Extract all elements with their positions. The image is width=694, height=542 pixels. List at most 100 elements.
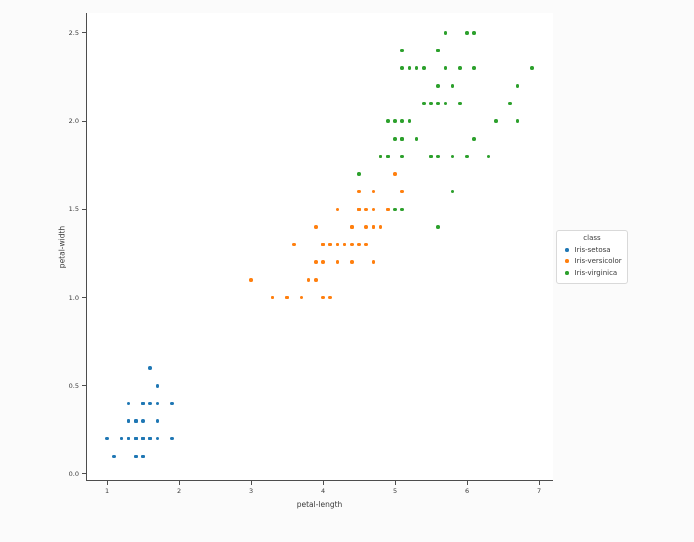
x-tick-label: 6 <box>464 487 470 495</box>
data-point <box>378 225 383 229</box>
data-point <box>148 436 153 441</box>
data-point <box>270 295 275 300</box>
data-point <box>371 225 376 229</box>
data-point <box>364 242 369 247</box>
x-tick-mark <box>250 481 252 485</box>
x-tick-label: 7 <box>536 487 542 495</box>
data-point <box>321 260 325 265</box>
data-point <box>400 119 405 123</box>
data-point <box>371 260 376 265</box>
legend-items: Iris-setosa Iris-versicolor Iris-virginica <box>561 244 623 279</box>
data-point <box>450 154 455 159</box>
data-point <box>112 454 117 459</box>
data-point <box>458 66 462 70</box>
data-point <box>350 225 354 229</box>
y-tick-mark <box>82 473 86 475</box>
data-point <box>530 66 534 70</box>
x-tick-mark <box>394 481 396 485</box>
data-point <box>299 295 304 300</box>
data-point <box>386 154 390 159</box>
data-point <box>386 119 390 123</box>
data-point <box>465 31 469 35</box>
x-tick-label: 5 <box>392 487 398 495</box>
data-point <box>386 207 390 212</box>
data-point <box>134 454 138 459</box>
data-point <box>515 119 520 123</box>
x-tick-label: 2 <box>176 487 182 495</box>
y-tick-label: 0.5 <box>68 381 79 390</box>
data-point <box>126 436 131 441</box>
data-point <box>141 454 145 459</box>
data-point <box>429 101 433 106</box>
x-tick-mark <box>106 481 108 485</box>
data-point <box>134 419 138 423</box>
data-point <box>436 84 441 88</box>
data-point <box>364 225 369 229</box>
x-axis-label: petal-length <box>296 500 343 509</box>
data-point <box>443 31 448 35</box>
data-point <box>486 154 491 159</box>
legend-marker-icon <box>565 259 569 264</box>
data-point <box>285 295 289 300</box>
y-axis-label: petal-width <box>57 225 67 269</box>
x-tick-label: 4 <box>320 487 326 495</box>
x-tick-label: 1 <box>104 487 110 495</box>
data-point <box>400 154 405 159</box>
data-point <box>155 419 160 423</box>
data-point <box>422 101 426 106</box>
legend: class Iris-setosa Iris-versicolor Iris-vir… <box>556 230 628 284</box>
data-point <box>422 66 426 70</box>
data-point <box>371 207 376 212</box>
data-point <box>472 31 477 35</box>
data-point <box>335 242 340 247</box>
data-point <box>393 136 397 141</box>
x-tick-label: 3 <box>248 487 254 495</box>
data-point <box>400 207 405 212</box>
y-tick-mark <box>82 32 86 34</box>
data-point <box>378 154 383 159</box>
legend-item: Iris-setosa <box>561 244 623 256</box>
data-point <box>148 366 153 370</box>
legend-marker-icon <box>565 247 569 252</box>
data-point <box>450 84 455 88</box>
data-point <box>350 260 354 265</box>
data-point <box>400 189 405 194</box>
data-point <box>314 225 318 229</box>
data-point <box>314 260 318 265</box>
data-point <box>357 207 361 212</box>
data-point <box>472 136 477 141</box>
y-tick-label: 1.0 <box>68 293 79 302</box>
data-point <box>414 66 419 70</box>
legend-item: Iris-versicolor <box>561 256 623 268</box>
data-point <box>119 436 124 441</box>
data-point <box>141 419 145 423</box>
y-tick-mark <box>82 297 86 299</box>
data-point <box>170 401 174 406</box>
data-point <box>335 207 340 212</box>
y-tick-label: 1.5 <box>68 205 79 214</box>
data-point <box>155 383 160 388</box>
data-point <box>364 207 369 212</box>
data-point <box>429 154 433 159</box>
legend-item-label: Iris-virginica <box>574 268 618 277</box>
x-axis-line <box>86 480 553 481</box>
x-tick-mark <box>178 481 180 485</box>
legend-item-label: Iris-setosa <box>574 245 611 254</box>
data-point <box>393 119 397 123</box>
data-point <box>170 436 174 441</box>
y-tick-label: 0.0 <box>68 469 79 478</box>
y-tick-label: 2.5 <box>68 28 79 37</box>
y-tick-label: 2.0 <box>68 117 79 126</box>
data-point <box>126 401 131 406</box>
data-point <box>141 401 145 406</box>
data-point <box>105 436 109 441</box>
data-point <box>400 48 405 53</box>
data-point <box>436 101 441 106</box>
data-point <box>314 278 318 282</box>
data-point <box>436 48 441 53</box>
y-tick-mark <box>82 120 86 122</box>
data-point <box>443 101 448 106</box>
data-point <box>393 172 397 176</box>
data-point <box>342 242 347 247</box>
data-point <box>155 436 160 441</box>
